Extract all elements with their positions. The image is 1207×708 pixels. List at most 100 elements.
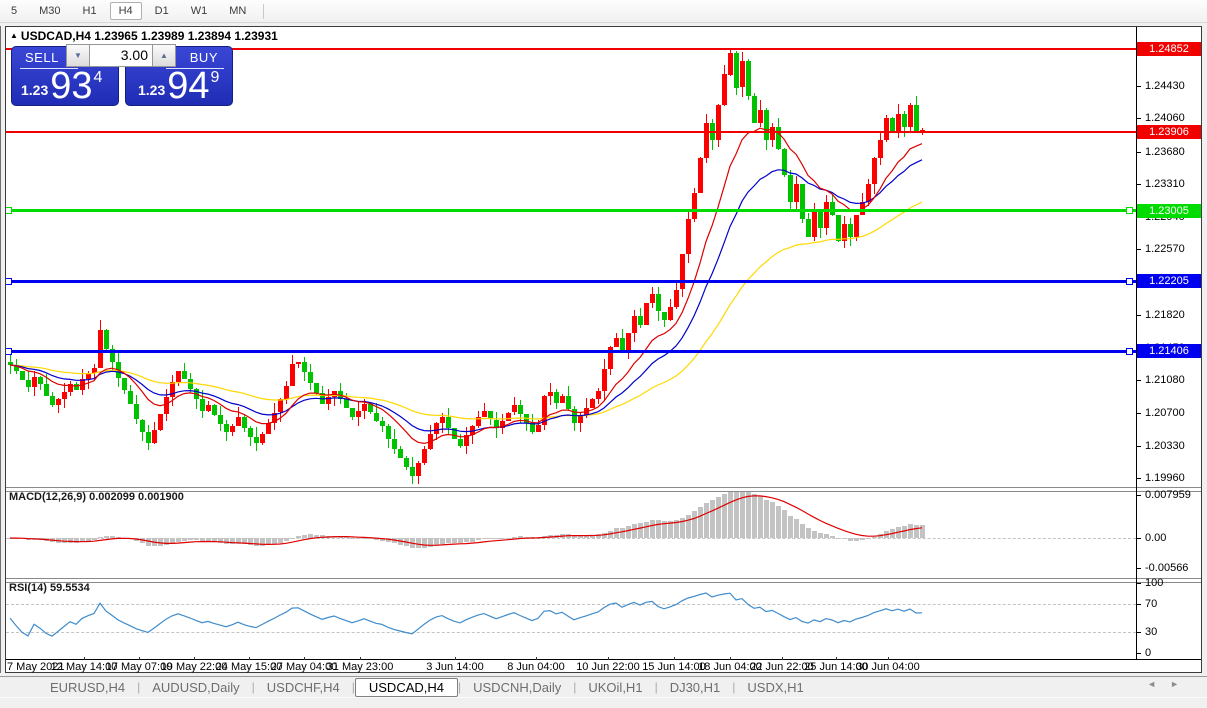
timeframe-button-H4[interactable]: H4 xyxy=(109,2,142,20)
candle-body xyxy=(74,384,79,391)
timeframe-button-W1[interactable]: W1 xyxy=(190,5,208,17)
tab-USDCNH-Daily[interactable]: USDCNH,Daily xyxy=(473,679,562,695)
timeframe-button-D1[interactable]: D1 xyxy=(154,5,169,17)
timeframe-toolbar: 5 M30 H1 H4 D1 W1 MN xyxy=(0,0,1207,23)
tab-scroll-right-icon[interactable]: ► xyxy=(1170,679,1193,689)
macd-histogram-bar xyxy=(584,535,589,538)
line-handle-left-1.22205[interactable] xyxy=(6,277,12,285)
candle-body xyxy=(614,337,619,347)
tab-AUDUSD-Daily[interactable]: AUDUSD,Daily xyxy=(152,679,240,695)
candle-body xyxy=(758,109,763,123)
candle-body xyxy=(14,365,19,372)
macd-histogram-bar xyxy=(92,538,97,540)
pane-splitter-2[interactable] xyxy=(6,578,1201,583)
macd-histogram-bar xyxy=(842,538,847,540)
horizontal-line-1.23906[interactable] xyxy=(6,130,1136,133)
line-handle-right-1.21406[interactable] xyxy=(1126,347,1133,355)
timeframe-button-MN[interactable]: MN xyxy=(229,5,247,17)
volume-field[interactable]: 3.00 xyxy=(90,44,152,67)
chevron-down-icon: ▼ xyxy=(74,51,82,60)
pane-splitter[interactable] xyxy=(6,487,1201,492)
macd-histogram-bar xyxy=(596,534,601,538)
candle-body xyxy=(32,376,37,387)
candle-body xyxy=(158,414,163,430)
tab-USDCHF-H4[interactable]: USDCHF,H4 xyxy=(266,679,340,695)
candle-body xyxy=(830,201,835,215)
candle-body xyxy=(728,52,733,75)
candle-body xyxy=(722,74,727,106)
candle-body xyxy=(500,421,505,429)
candle-body xyxy=(146,431,151,444)
line-handle-left-1.23005[interactable] xyxy=(6,207,12,215)
macd-histogram-bar xyxy=(668,520,673,538)
candle-wick xyxy=(586,398,587,418)
time-axis-line xyxy=(6,659,1201,660)
candle-body xyxy=(86,372,91,379)
macd-tick-dash xyxy=(1137,568,1141,570)
candle-body xyxy=(446,416,451,429)
collapse-arrow-icon[interactable]: ▲ xyxy=(10,31,18,40)
macd-histogram-bar xyxy=(728,492,733,538)
candle-body xyxy=(170,381,175,397)
candle-body xyxy=(44,383,49,396)
candle-body xyxy=(902,113,907,128)
tab-USDCAD-H4[interactable]: USDCAD,H4 xyxy=(354,677,458,697)
candle-body xyxy=(452,428,457,439)
time-axis-tick xyxy=(782,657,783,660)
candle-body xyxy=(530,423,535,432)
macd-histogram-bar xyxy=(476,538,481,541)
candle-body xyxy=(908,105,913,128)
price-line-badge: 1.23005 xyxy=(1137,203,1201,218)
time-axis-label: 24 May 15:00 xyxy=(215,661,283,673)
candle-body xyxy=(734,52,739,88)
volume-increase-button[interactable]: ▲ xyxy=(152,44,176,67)
tab-scroll-arrows: ◄► xyxy=(1147,679,1193,689)
macd-histogram-bar xyxy=(284,538,289,541)
volume-decrease-button[interactable]: ▼ xyxy=(66,44,90,67)
candle-wick xyxy=(58,397,59,414)
moving-averages-plot xyxy=(9,127,923,445)
line-handle-left-1.21406[interactable] xyxy=(6,347,12,355)
candle-body xyxy=(632,315,637,334)
tab-USDX-H1[interactable]: USDX,H1 xyxy=(747,679,804,695)
candle-body xyxy=(350,408,355,417)
candle-wick xyxy=(238,407,239,426)
macd-pane[interactable]: MACD(12,26,9) 0.002099 0.001900 xyxy=(6,490,1201,578)
timeframe-button-5[interactable]: 5 xyxy=(11,5,18,17)
tab-scroll-left-icon[interactable]: ◄ xyxy=(1147,679,1171,689)
time-axis-label: 30 Jun 04:00 xyxy=(856,661,920,673)
rsi-pane[interactable]: RSI(14) 59.5534 xyxy=(6,581,1201,659)
tab-UKOil-H1[interactable]: UKOil,H1 xyxy=(588,679,643,695)
horizontal-line-1.22205[interactable] xyxy=(6,279,1136,283)
macd-histogram-bar xyxy=(602,532,607,538)
candle-body xyxy=(488,410,493,420)
candle-body xyxy=(656,293,661,312)
macd-histogram-bar xyxy=(164,538,169,546)
buy-button[interactable]: BUY 1.23 94 9 xyxy=(125,46,233,106)
price-tick-dash xyxy=(1137,118,1141,120)
candle-body xyxy=(590,399,595,409)
horizontal-line-1.21406[interactable] xyxy=(6,349,1136,353)
line-handle-right-1.23005[interactable] xyxy=(1126,207,1133,215)
horizontal-line-1.23005[interactable] xyxy=(6,209,1136,213)
line-handle-right-1.22205[interactable] xyxy=(1126,277,1133,285)
macd-histogram-bar xyxy=(674,520,679,538)
rsi-tick-dash xyxy=(1137,632,1141,634)
timeframe-button-H1[interactable]: H1 xyxy=(82,5,97,17)
macd-histogram-bar xyxy=(74,538,79,543)
candle-body xyxy=(698,157,703,193)
tab-EURUSD-H4[interactable]: EURUSD,H4 xyxy=(50,679,126,695)
timeframe-button-M30[interactable]: M30 xyxy=(39,5,61,17)
candle-body xyxy=(356,410,361,417)
tab-DJ30-H1[interactable]: DJ30,H1 xyxy=(669,679,721,695)
chart-title: ▲ USDCAD,H4 1.23965 1.23989 1.23894 1.239… xyxy=(10,29,278,43)
main-chart-pane[interactable]: ▲ USDCAD,H4 1.23965 1.23989 1.23894 1.239… xyxy=(6,27,1201,487)
rsi-tick-dash xyxy=(1137,583,1141,585)
time-axis-tick xyxy=(608,657,609,660)
macd-histogram-bar xyxy=(632,524,637,538)
horizontal-line-1.24852[interactable] xyxy=(6,47,1136,50)
toolbar-separator xyxy=(263,3,265,19)
macd-histogram-bar xyxy=(776,505,781,538)
candle-body xyxy=(578,415,583,423)
tab-separator: | xyxy=(732,680,736,694)
